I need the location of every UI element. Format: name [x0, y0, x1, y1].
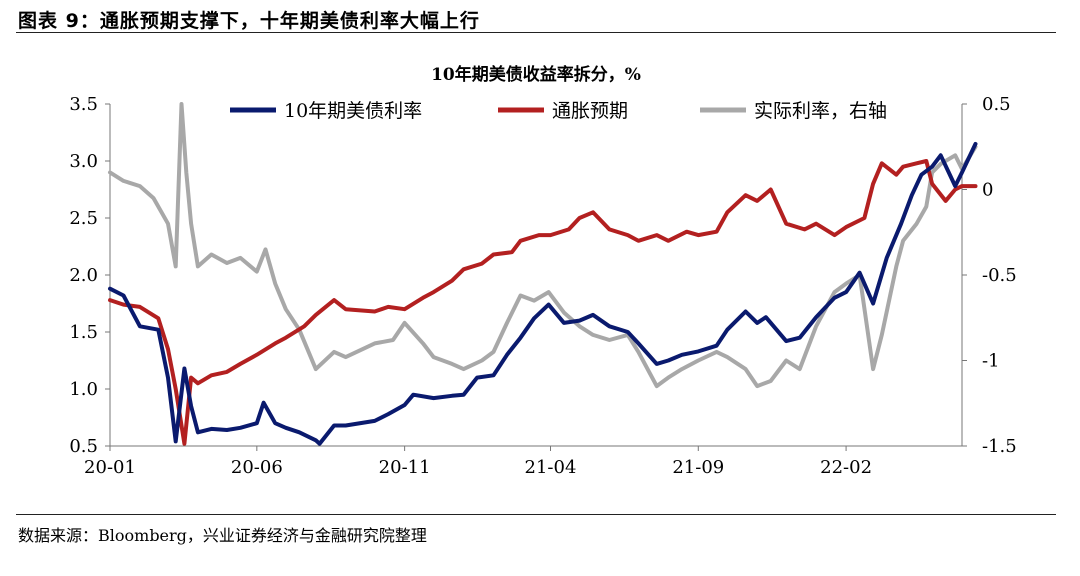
series-layer — [108, 102, 978, 446]
series-line-0 — [108, 141, 978, 446]
chart-axes: 0.51.01.52.02.53.03.5-1.5-1-0.500.520-01… — [69, 94, 1016, 478]
series-line-1 — [108, 159, 978, 446]
x-tick-label: 20-01 — [84, 457, 136, 478]
left-y-tick-label: 3.5 — [69, 94, 98, 115]
left-y-tick-label: 3.0 — [69, 151, 98, 172]
legend-label-2: 实际利率，右轴 — [754, 100, 887, 122]
x-tick-label: 21-09 — [672, 457, 724, 478]
figure-title: 图表 9：通胀预期支撑下，十年期美债利率大幅上行 — [18, 10, 480, 32]
bottom-rule — [16, 514, 1056, 515]
chart-title: 10年期美债收益率拆分，% — [431, 64, 641, 85]
x-tick-label: 20-11 — [379, 457, 431, 478]
series-line-2 — [108, 102, 978, 389]
left-y-tick-label: 0.5 — [69, 436, 98, 457]
x-tick-label: 20-06 — [231, 457, 283, 478]
legend-label-0: 10年期美债利率 — [284, 100, 422, 122]
left-y-tick-label: 1.0 — [69, 379, 98, 400]
left-y-tick-label: 2.0 — [69, 265, 98, 286]
chart-legend: 10年期美债利率 通胀预期 实际利率，右轴 — [230, 100, 887, 122]
right-y-tick-label: 0 — [982, 180, 993, 201]
legend-label-1: 通胀预期 — [552, 100, 628, 122]
x-tick-label: 21-04 — [525, 457, 577, 478]
right-y-tick-label: -0.5 — [982, 265, 1017, 286]
left-y-tick-label: 2.5 — [69, 208, 98, 229]
source-note: 数据来源：Bloomberg，兴业证券经济与金融研究院整理 — [18, 526, 427, 545]
x-tick-label: 22-02 — [820, 457, 872, 478]
left-y-tick-label: 1.5 — [69, 322, 98, 343]
yield-decomposition-chart: 10年期美债收益率拆分，% 0.5 1.0 1.5 2.0 2.5 3.0 3.5 -1.5 -… — [69, 64, 1016, 478]
top-rule — [16, 32, 1056, 33]
right-y-tick-label: -1.5 — [982, 436, 1017, 457]
right-y-tick-label: 0.5 — [982, 94, 1011, 115]
right-y-tick-label: -1 — [982, 351, 1000, 372]
